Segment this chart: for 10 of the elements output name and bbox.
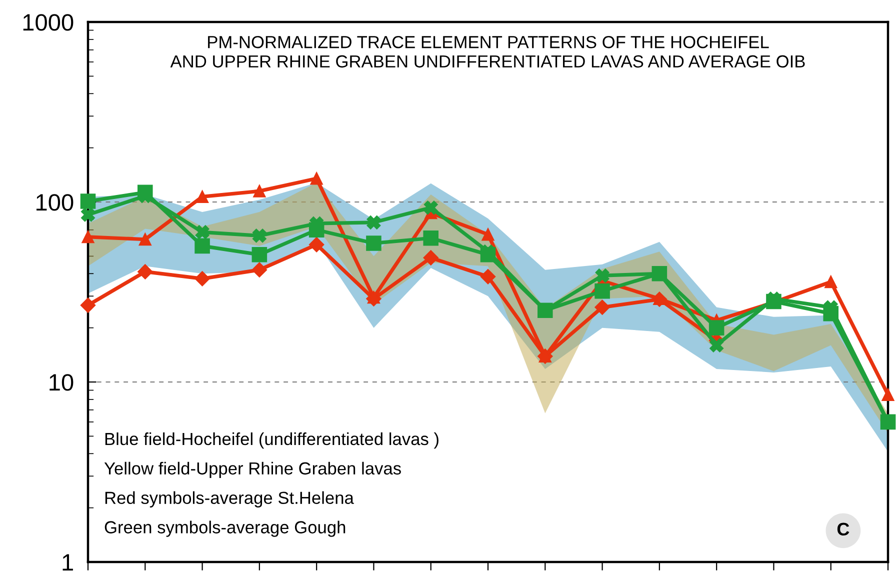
annotation: Blue field-Hocheifel (undifferentiated lavas ) [105,432,438,449]
y-tick-label: 100 [36,194,74,211]
annotation: Red symbols-average St.Helena [105,491,354,508]
y-tick-label: 1000 [23,14,74,31]
y-tick-label: 1 [62,554,73,571]
text: PM-NORMALIZED TRACE ELEMENT PATTERNS OF THE HOCHEIFEL AND UPPER RHINE GRABEN UNDIFFERENTIATED LAVAS AND AVERAGE OIB [170,36,805,68]
y-tick-label: 10 [50,374,74,391]
annotation: C [837,522,850,536]
annotation: Yellow field-Upper Rhine Graben lavas [104,462,401,478]
annotation: Green symbols-average Gough [104,520,346,537]
